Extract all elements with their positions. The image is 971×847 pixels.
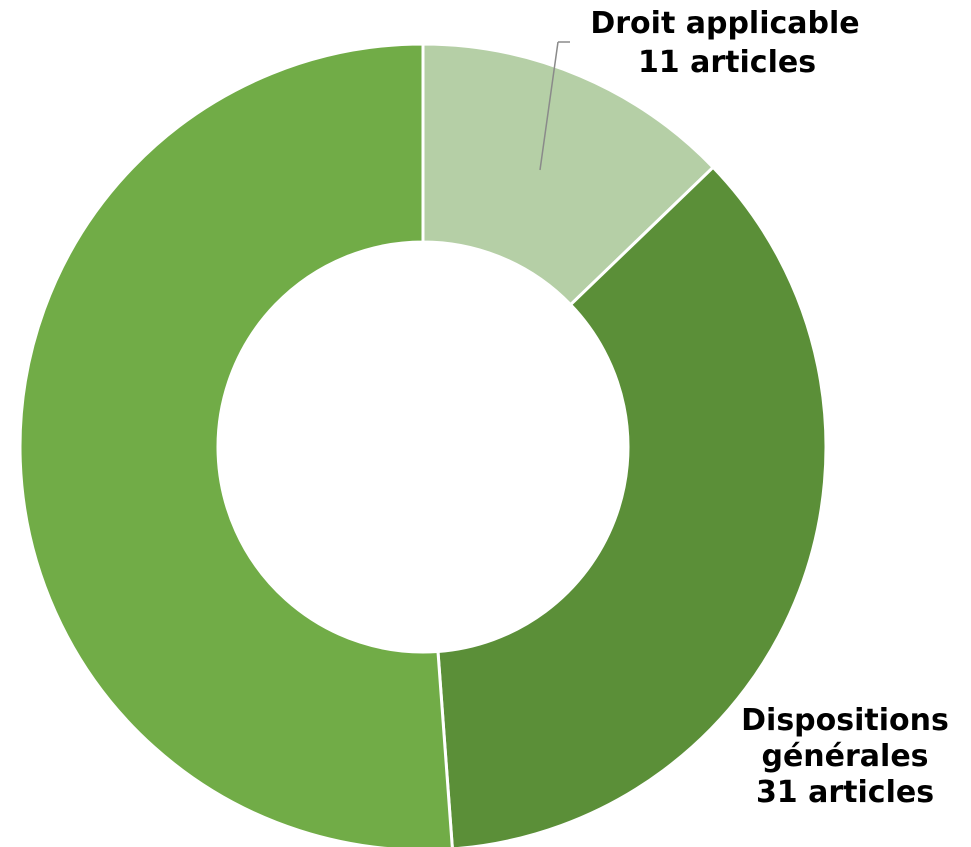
dispositions-generales-value-label: 31 articles [756, 775, 934, 810]
dispositions-generales-category-label-line1: Dispositions [741, 703, 949, 738]
droit-applicable-category-label: Droit applicable [590, 6, 859, 41]
donut-slices [18, 42, 828, 847]
slice-dispositions-generales-1 [436, 165, 828, 847]
droit-applicable-value-label: 11 articles [638, 45, 816, 80]
slice-unlabeled-2 [18, 42, 454, 847]
dispositions-generales-category-label-line2: générales [761, 739, 928, 774]
slice-droit-applicable-0 [421, 42, 716, 307]
droit-applicable-leader-line [539, 41, 559, 171]
